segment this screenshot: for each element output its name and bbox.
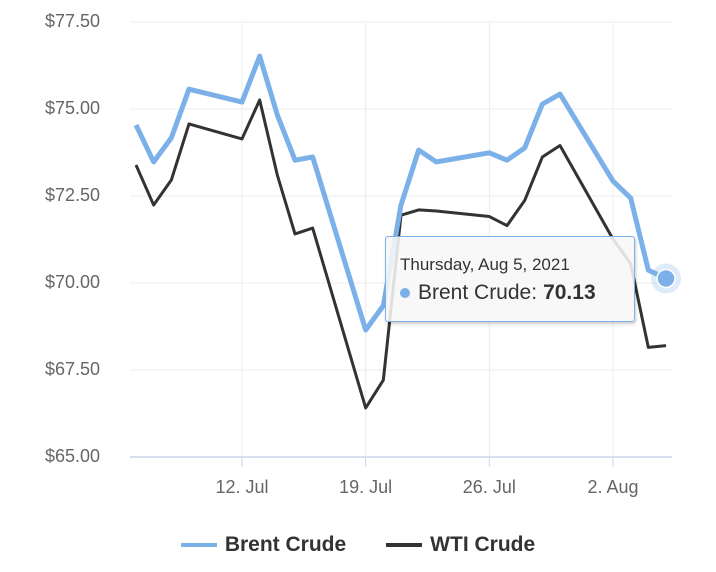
legend-label: Brent Crude (224, 533, 347, 556)
y-tick-label: $72.50 (45, 185, 100, 205)
legend-item[interactable]: WTI Crude (386, 533, 535, 557)
x-tick-label: 19. Jul (339, 477, 392, 497)
tooltip-dot (400, 288, 410, 298)
legend-swatch (180, 543, 217, 547)
legend-item[interactable]: Brent Crude (180, 533, 347, 557)
x-tick-label: 26. Jul (463, 477, 516, 497)
legend-swatch (386, 543, 423, 547)
x-tick-label: 2. Aug (587, 477, 638, 497)
tooltip-series: Brent Crude (418, 281, 543, 305)
tooltip: Thursday, Aug 5, 2021 Brent Crude70.13 (385, 236, 635, 322)
legend: Brent Crude WTI Crude (0, 533, 716, 557)
x-tick-label: 12. Jul (215, 477, 268, 497)
tooltip-title: Thursday, Aug 5, 2021 (400, 255, 570, 274)
tooltip-value: 70.13 (543, 281, 596, 304)
y-tick-label: $70.00 (45, 272, 100, 292)
tooltip-row: Brent Crude70.13 (400, 281, 634, 305)
y-tick-label: $77.50 (45, 11, 100, 31)
legend-label: WTI Crude (430, 533, 536, 556)
y-tick-label: $75.00 (45, 98, 100, 118)
y-tick-label: $65.00 (45, 446, 100, 466)
series-line (133, 53, 668, 333)
y-tick-label: $67.50 (45, 359, 100, 379)
hover-point (656, 268, 676, 289)
